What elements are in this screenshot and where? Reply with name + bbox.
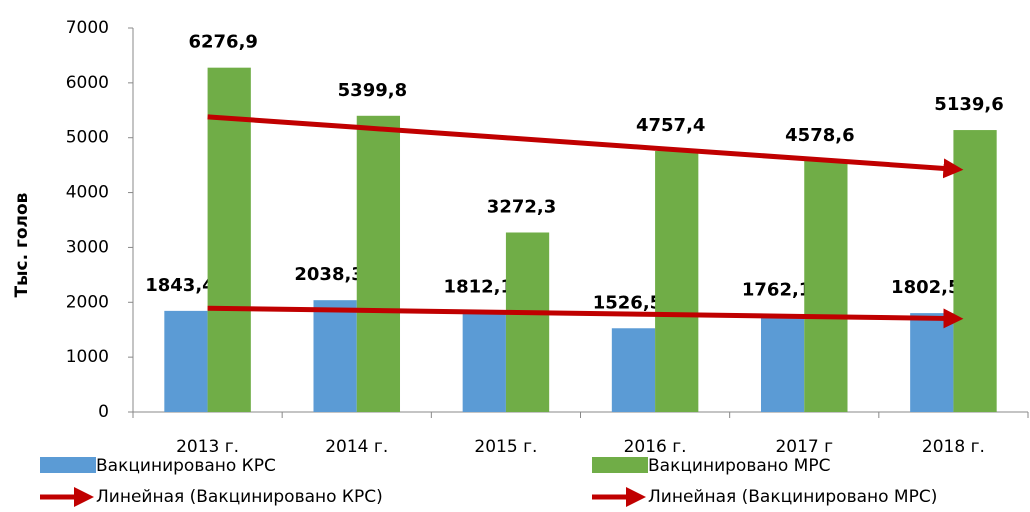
- x-tick-label: 2013 г.: [176, 437, 239, 457]
- legend-label: Линейная (Вакцинировано КРС): [96, 487, 383, 507]
- value-label: 4757,4: [636, 115, 705, 136]
- bar: [910, 313, 954, 412]
- bar: [462, 312, 506, 412]
- trend-line: [207, 114, 964, 179]
- value-label: 1843,4: [145, 275, 214, 296]
- x-tick-label: 2016 г.: [624, 437, 687, 457]
- trend-line: [207, 305, 964, 329]
- y-tick-label: 4000: [66, 183, 109, 203]
- x-tick-label: 2018 г.: [922, 437, 985, 457]
- y-tick-label: 3000: [66, 237, 109, 257]
- y-axis-title: Тыс. голов: [12, 192, 32, 297]
- y-tick-label: 7000: [66, 18, 109, 38]
- value-label: 3272,3: [487, 196, 556, 217]
- legend-label: Вакцинировано КРС: [96, 456, 276, 476]
- legend-swatch: [40, 457, 96, 473]
- bar: [760, 315, 805, 412]
- bar: [164, 310, 208, 412]
- value-label: 1526,5: [593, 292, 662, 313]
- y-tick-label: 2000: [66, 292, 109, 312]
- y-tick-label: 1000: [66, 347, 109, 367]
- value-label: 4578,6: [785, 125, 854, 146]
- y-tick-label: 6000: [66, 73, 109, 93]
- legend-swatch: [592, 457, 648, 473]
- y-tick-label: 5000: [66, 128, 109, 148]
- bar: [611, 328, 656, 412]
- value-label: 6276,9: [188, 32, 257, 53]
- x-tick-label: 2014 г.: [325, 437, 388, 457]
- legend-label: Линейная (Вакцинировано МРС): [648, 487, 937, 507]
- x-tick-label: 2015 г.: [474, 437, 537, 457]
- value-label: 2038,3: [294, 264, 363, 285]
- bar: [655, 151, 699, 412]
- bar: [207, 67, 251, 412]
- x-tick-label: 2017 г: [775, 437, 833, 457]
- bar: [356, 115, 401, 412]
- y-tick-label: 0: [98, 402, 109, 422]
- value-label: 5139,6: [934, 94, 1003, 115]
- legend-label: Вакцинировано МРС: [648, 456, 830, 476]
- value-label: 1802,5: [891, 277, 960, 298]
- value-label: 5399,8: [338, 80, 407, 101]
- bar: [505, 232, 550, 412]
- bar: [953, 130, 997, 413]
- bar: [313, 300, 357, 412]
- value-label: 1762,1: [742, 279, 811, 300]
- value-label: 1812,1: [444, 277, 513, 298]
- bar: [804, 160, 848, 412]
